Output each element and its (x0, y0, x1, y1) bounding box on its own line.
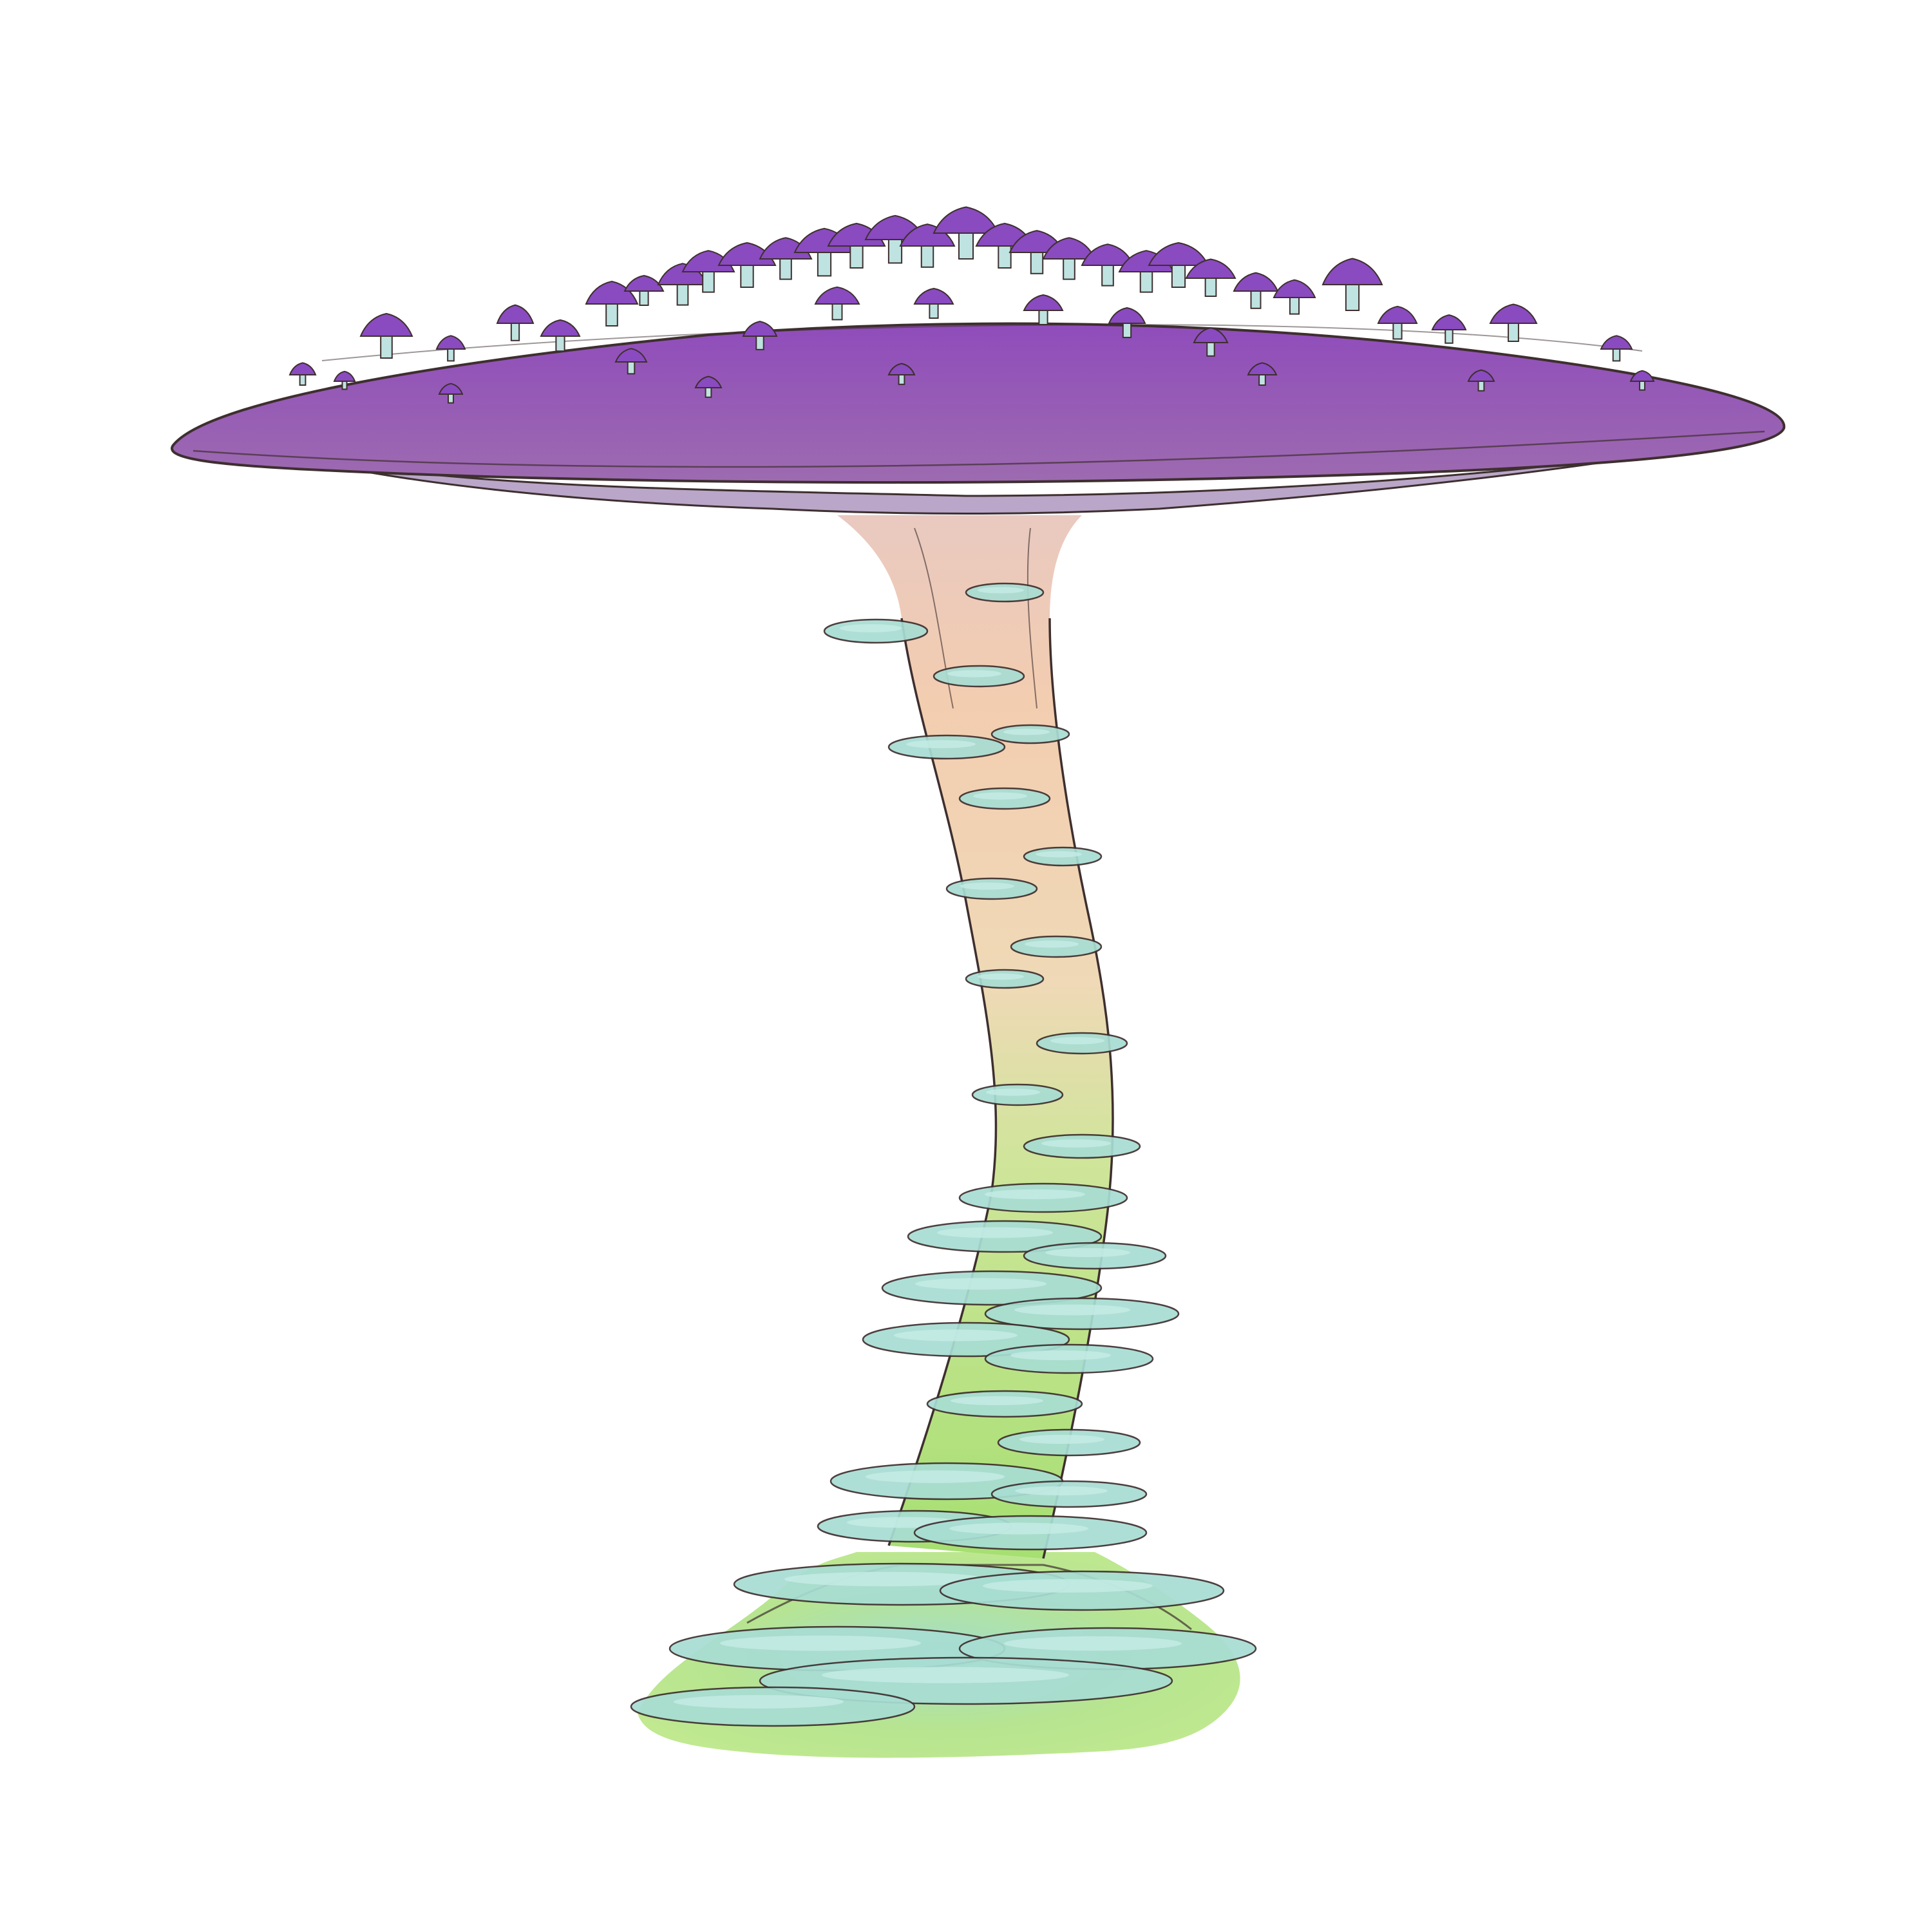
shelf-fungus-highlight (915, 1278, 1046, 1290)
shelf-fungus-highlight (951, 1396, 1043, 1405)
shelf-fungus-highlight (906, 740, 976, 748)
shelf-fungus-highlight (1050, 1037, 1104, 1045)
shelf-fungus-highlight (894, 1329, 1018, 1341)
small-mushroom (1467, 369, 1495, 392)
shelf-fungus-cluster (630, 582, 1257, 1727)
small-mushroom (933, 206, 999, 260)
shelf-fungus-highlight (978, 973, 1024, 980)
small-mushroom (1108, 307, 1146, 338)
small-mushroom (694, 375, 723, 398)
small-mushroom (1431, 314, 1467, 344)
shelf-fungus-highlight (1004, 1636, 1182, 1651)
shelf-fungus-highlight (1003, 728, 1050, 735)
shelf-fungus-highlight (1019, 1435, 1104, 1444)
shelf-fungus-highlight (784, 1571, 985, 1587)
shelf-fungus-highlight (1015, 1486, 1108, 1495)
small-mushroom-colony (289, 206, 1655, 404)
shelf-fungus-highlight (947, 670, 1001, 677)
small-mushroom (1489, 303, 1538, 342)
small-mushroom (289, 362, 317, 386)
shelf-fungus-highlight (985, 1189, 1085, 1200)
small-mushroom (614, 348, 648, 375)
small-mushroom (333, 370, 356, 390)
mushroom-cap (171, 322, 1786, 515)
shelf-fungus-highlight (949, 1522, 1088, 1535)
shelf-fungus-highlight (866, 1470, 1005, 1483)
shelf-fungus-highlight (986, 1088, 1040, 1096)
small-mushroom (1193, 327, 1229, 357)
small-mushroom (1273, 279, 1316, 315)
shelf-fungus-highlight (960, 882, 1014, 890)
shelf-fungus-highlight (983, 1579, 1153, 1593)
small-mushroom (1081, 243, 1135, 287)
small-mushroom (827, 222, 886, 269)
small-mushroom (814, 286, 860, 321)
small-mushroom (1247, 362, 1278, 386)
small-mushroom (623, 274, 665, 306)
small-mushroom (1233, 272, 1279, 309)
small-mushroom (1185, 258, 1236, 297)
small-mushroom (1321, 258, 1383, 311)
shelf-fungus-highlight (1010, 1350, 1111, 1361)
shelf-fungus-highlight (973, 792, 1027, 800)
small-mushroom (585, 280, 639, 327)
shelf-fungus-highlight (674, 1695, 844, 1709)
shelf-fungus-highlight (822, 1667, 1069, 1683)
shelf-fungus-highlight (937, 1227, 1053, 1238)
shelf-fungus-highlight (840, 624, 902, 632)
small-mushroom (540, 319, 581, 352)
shelf-fungus-highlight (1041, 1139, 1111, 1148)
small-mushroom (438, 383, 464, 404)
small-mushroom (1023, 294, 1064, 325)
shelf-fungus-highlight (1014, 1304, 1130, 1316)
small-mushroom (1600, 335, 1633, 362)
small-mushroom (887, 363, 916, 385)
shelf-fungus-highlight (1045, 1248, 1130, 1257)
small-mushroom (359, 312, 413, 359)
small-mushroom (1377, 305, 1418, 340)
small-mushroom (496, 304, 535, 341)
small-mushroom (913, 287, 954, 319)
shelf-fungus-highlight (1036, 851, 1082, 858)
small-mushroom (681, 250, 735, 293)
shelf-fungus-highlight (720, 1635, 921, 1651)
shelf-fungus-highlight (978, 587, 1024, 594)
small-mushroom (1148, 242, 1209, 288)
small-mushroom (742, 321, 778, 350)
small-mushroom (1629, 370, 1655, 391)
small-mushroom (435, 335, 466, 362)
shelf-fungus-highlight (1025, 940, 1079, 948)
